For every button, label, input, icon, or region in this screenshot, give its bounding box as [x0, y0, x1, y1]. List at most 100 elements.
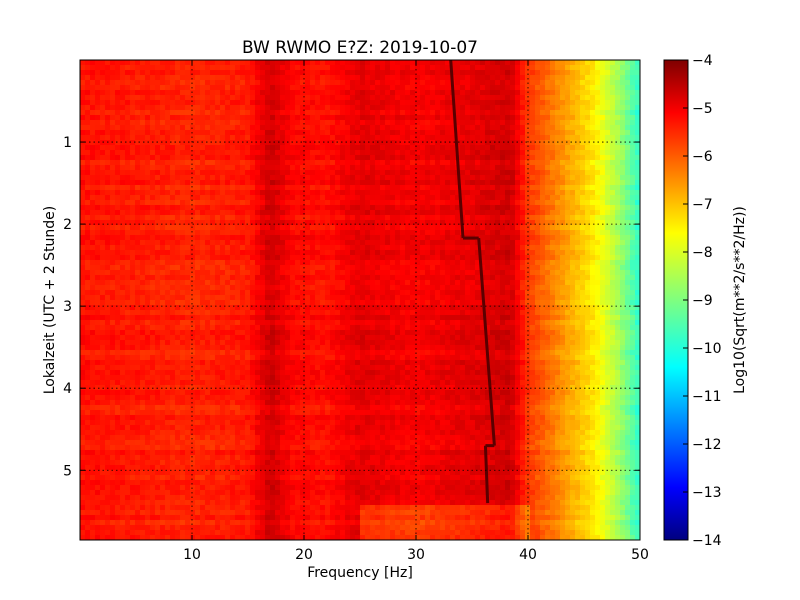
- heatmap-cell: [465, 205, 471, 211]
- heatmap-cell: [140, 105, 146, 111]
- heatmap-cell: [265, 260, 271, 266]
- heatmap-cell: [500, 185, 506, 191]
- heatmap-cell: [360, 225, 366, 231]
- heatmap-cell: [190, 75, 196, 81]
- heatmap-cell: [545, 255, 551, 261]
- heatmap-cell: [625, 195, 631, 201]
- heatmap-cell: [155, 130, 161, 136]
- heatmap-cell: [410, 105, 416, 111]
- heatmap-cell: [475, 125, 481, 131]
- heatmap-cell: [350, 185, 356, 191]
- heatmap-cell: [480, 245, 486, 251]
- heatmap-cell: [145, 155, 151, 161]
- heatmap-cell: [350, 180, 356, 186]
- heatmap-cell: [290, 270, 296, 276]
- heatmap-cell: [605, 245, 611, 251]
- heatmap-cell: [180, 185, 186, 191]
- heatmap-cell: [135, 70, 141, 76]
- heatmap-cell: [265, 120, 271, 126]
- heatmap-cell: [500, 225, 506, 231]
- heatmap-cell: [595, 225, 601, 231]
- heatmap-cell: [630, 125, 636, 131]
- heatmap-cell: [100, 270, 106, 276]
- heatmap-cell: [490, 245, 496, 251]
- heatmap-cell: [130, 220, 136, 226]
- heatmap-cell: [325, 110, 331, 116]
- heatmap-cell: [370, 180, 376, 186]
- heatmap-cell: [345, 265, 351, 271]
- heatmap-cell: [460, 200, 466, 206]
- heatmap-cell: [220, 240, 226, 246]
- heatmap-cell: [460, 125, 466, 131]
- heatmap-cell: [375, 60, 381, 66]
- heatmap-cell: [255, 220, 261, 226]
- heatmap-cell: [150, 60, 156, 66]
- heatmap-cell: [200, 65, 206, 71]
- heatmap-cell: [170, 230, 176, 236]
- heatmap-cell: [195, 120, 201, 126]
- heatmap-cell: [385, 255, 391, 261]
- heatmap-cell: [375, 220, 381, 226]
- heatmap-cell: [625, 125, 631, 131]
- heatmap-cell: [220, 180, 226, 186]
- heatmap-cell: [505, 190, 511, 196]
- heatmap-cell: [620, 95, 626, 101]
- heatmap-cell: [380, 95, 386, 101]
- heatmap-cell: [515, 150, 521, 156]
- heatmap-cell: [400, 265, 406, 271]
- heatmap-cell: [450, 215, 456, 221]
- heatmap-cell: [375, 105, 381, 111]
- heatmap-cell: [405, 140, 411, 146]
- heatmap-cell: [595, 215, 601, 221]
- heatmap-cell: [210, 145, 216, 151]
- heatmap-cell: [205, 235, 211, 241]
- heatmap-cell: [145, 75, 151, 81]
- heatmap-cell: [505, 110, 511, 116]
- heatmap-cell: [605, 150, 611, 156]
- heatmap-cell: [185, 240, 191, 246]
- heatmap-cell: [105, 225, 111, 231]
- heatmap-cell: [385, 235, 391, 241]
- heatmap-cell: [520, 275, 526, 281]
- heatmap-cell: [590, 105, 596, 111]
- heatmap-cell: [175, 130, 181, 136]
- heatmap-cell: [460, 60, 466, 66]
- heatmap-cell: [395, 190, 401, 196]
- heatmap-cell: [465, 65, 471, 71]
- heatmap-cell: [170, 110, 176, 116]
- heatmap-cell: [255, 260, 261, 266]
- heatmap-cell: [170, 170, 176, 176]
- heatmap-cell: [115, 255, 121, 261]
- heatmap-cell: [430, 240, 436, 246]
- heatmap-cell: [110, 75, 116, 81]
- heatmap-cell: [310, 200, 316, 206]
- heatmap-cell: [160, 70, 166, 76]
- heatmap-cell: [490, 185, 496, 191]
- heatmap-cell: [80, 110, 86, 116]
- heatmap-cell: [210, 175, 216, 181]
- heatmap-cell: [245, 265, 251, 271]
- heatmap-cell: [400, 155, 406, 161]
- heatmap-cell: [125, 210, 131, 216]
- heatmap-cell: [315, 195, 321, 201]
- heatmap-cell: [365, 60, 371, 66]
- heatmap-cell: [370, 260, 376, 266]
- heatmap-cell: [335, 90, 341, 96]
- heatmap-cell: [485, 165, 491, 171]
- heatmap-cell: [120, 100, 126, 106]
- heatmap-cell: [585, 65, 591, 71]
- heatmap-cell: [480, 100, 486, 106]
- heatmap-cell: [455, 220, 461, 226]
- heatmap-cell: [200, 180, 206, 186]
- heatmap-cell: [565, 150, 571, 156]
- heatmap-cell: [200, 165, 206, 171]
- heatmap-cell: [290, 60, 296, 66]
- heatmap-cell: [165, 210, 171, 216]
- heatmap-cell: [415, 95, 421, 101]
- heatmap-cell: [410, 275, 416, 281]
- heatmap-cell: [410, 80, 416, 86]
- heatmap-cell: [315, 105, 321, 111]
- heatmap-cell: [280, 140, 286, 146]
- heatmap-cell: [80, 250, 86, 256]
- heatmap-cell: [215, 255, 221, 261]
